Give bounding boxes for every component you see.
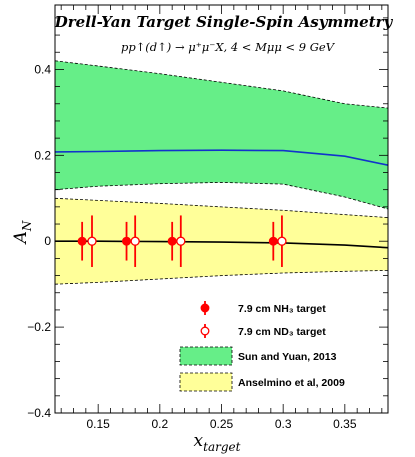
x-tick-label: 0.15 bbox=[86, 417, 110, 431]
legend-label-3: Anselmino et al, 2009 bbox=[238, 377, 345, 389]
points-layer bbox=[77, 215, 287, 267]
legend-label-2: Sun and Yuan, 2013 bbox=[238, 351, 337, 363]
data-point-nh3-0 bbox=[77, 236, 87, 246]
band-upper-edge-1 bbox=[54, 197, 389, 218]
legend-label-0: 7.9 cm NH₃ target bbox=[238, 303, 326, 315]
y-axis-label-main: A bbox=[11, 231, 31, 245]
band-central-line-1 bbox=[55, 240, 389, 249]
chart-subtitle: pp↑(d↑) → μ⁺μ⁻X, 4 < Mμμ < 9 GeV bbox=[121, 40, 336, 54]
data-point-nd3-2 bbox=[176, 236, 186, 246]
y-tick-label: 0.4 bbox=[34, 62, 51, 76]
band-fill-0 bbox=[55, 60, 388, 209]
x-axis-label-main: x bbox=[194, 431, 204, 451]
legend: 7.9 cm NH₃ target 7.9 cm ND₃ target Sun an… bbox=[179, 301, 345, 392]
y-tick-label: −0.4 bbox=[27, 406, 51, 420]
data-point-nd3-3 bbox=[277, 236, 287, 246]
y-tick-label: 0 bbox=[44, 234, 51, 248]
bands-layer bbox=[54, 60, 389, 285]
x-tick-label: 0.25 bbox=[210, 417, 234, 431]
legend-swatch-3 bbox=[179, 372, 233, 392]
data-point-nh3-1 bbox=[122, 236, 132, 246]
y-tick-label: 0.2 bbox=[34, 148, 51, 162]
y-axis-label: AN bbox=[11, 220, 34, 245]
y-tick-label: −0.2 bbox=[27, 320, 51, 334]
x-tick-label: 0.3 bbox=[275, 417, 292, 431]
band-fill-1 bbox=[55, 198, 388, 285]
band-lower-edge-0 bbox=[54, 181, 389, 210]
x-tick-label: 0.35 bbox=[333, 417, 357, 431]
data-point-nh3-3 bbox=[268, 236, 278, 246]
x-axis-label: xtarget bbox=[194, 431, 241, 454]
ticks-layer: 0.15 0.2 0.25 0.3 0.35 −0.4 −0.2 0 0.2 0.4 bbox=[27, 5, 388, 431]
legend-marker-1 bbox=[200, 326, 210, 336]
x-tick-label: 0.2 bbox=[151, 417, 168, 431]
y-axis-label-subscript: N bbox=[20, 220, 34, 232]
chart-title: Drell-Yan Target Single-Spin Asymmetry bbox=[54, 13, 394, 31]
data-point-nh3-2 bbox=[167, 236, 177, 246]
band-upper-edge-0 bbox=[54, 60, 389, 109]
data-point-nd3-1 bbox=[130, 236, 140, 246]
x-axis-label-subscript: target bbox=[203, 440, 240, 454]
legend-swatch-2 bbox=[179, 346, 233, 366]
legend-label-1: 7.9 cm ND₃ target bbox=[238, 326, 326, 338]
band-lower-edge-1 bbox=[54, 270, 389, 285]
data-point-nd3-0 bbox=[87, 236, 97, 246]
legend-marker-0 bbox=[200, 303, 210, 313]
band-central-line-0 bbox=[54, 149, 389, 166]
